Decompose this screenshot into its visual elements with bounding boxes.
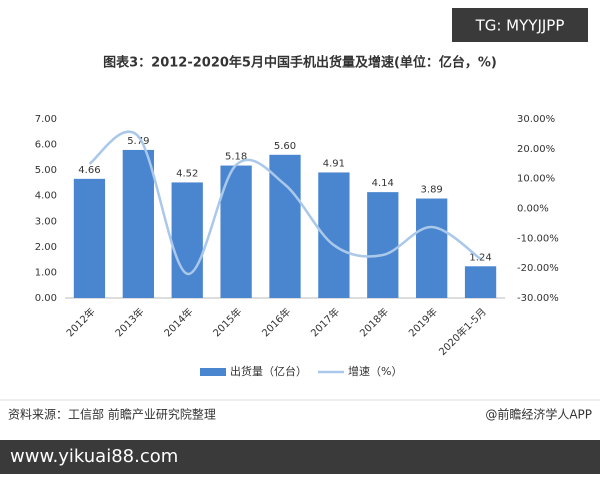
bar [73,178,106,298]
y-tick-label: 0.00 [35,293,57,304]
y-tick-label: 4.00 [35,191,57,202]
y2-tick-label: 30.00% [517,114,555,125]
y-tick-label: 7.00 [35,114,57,125]
bar-value-label: 4.52 [176,168,198,179]
legend-label: 增速（%） [348,364,402,378]
website: www.yikuai88.com [10,446,178,467]
y-tick-label: 3.00 [35,216,57,227]
bar-value-label: 5.18 [225,152,247,163]
y2-tick-label: 20.00% [517,144,555,155]
y2-tick-label: 0.00% [517,204,549,215]
y2-tick-label: -30.00% [517,293,559,304]
source: 资料来源：工信部 前瞻产业研究院整理 [8,407,216,422]
bar-value-label: 4.91 [323,158,345,169]
y2-tick-label: -10.00% [517,233,559,244]
legend-label: 出货量（亿台） [230,364,307,378]
y-tick-label: 5.00 [35,165,57,176]
bar-value-label: 4.14 [372,178,394,189]
tag-background [452,8,588,42]
bar [171,182,203,298]
x-tick-label: 2020年1-5月 [436,305,489,358]
x-tick-label: 2016年 [259,305,293,339]
y2-tick-label: 10.00% [517,174,555,185]
footer-background [0,440,600,474]
bar-value-label: 4.66 [78,165,100,176]
legend-swatch [200,368,226,376]
bar-value-label: 5.79 [127,136,149,147]
bar [367,192,399,298]
x-tick-label: 2015年 [210,305,244,339]
y-tick-label: 6.00 [35,140,57,151]
chart-title: 图表3：2012-2020年5月中国手机出货量及增速(单位：亿台，%) [103,55,497,71]
header-tag: TG: MYYJJPP [475,17,565,35]
x-tick-label: 2019年 [406,305,440,339]
bar [269,154,301,298]
x-tick-label: 2013年 [112,305,146,339]
x-tick-label: 2018年 [357,305,391,339]
growth-line [88,130,482,276]
x-tick-label: 2014年 [161,305,195,339]
y2-tick-label: -20.00% [517,263,559,274]
bar [416,198,448,298]
x-tick-label: 2012年 [63,305,97,339]
bar [464,266,497,298]
app-credit: @前瞻经济学人APP [485,407,592,422]
y-tick-label: 2.00 [35,242,57,253]
bar-value-label: 5.60 [274,141,296,152]
bar-value-label: 3.89 [421,185,443,196]
x-tick-label: 2017年 [308,305,342,339]
y-tick-label: 1.00 [35,267,57,278]
bar [122,149,154,298]
